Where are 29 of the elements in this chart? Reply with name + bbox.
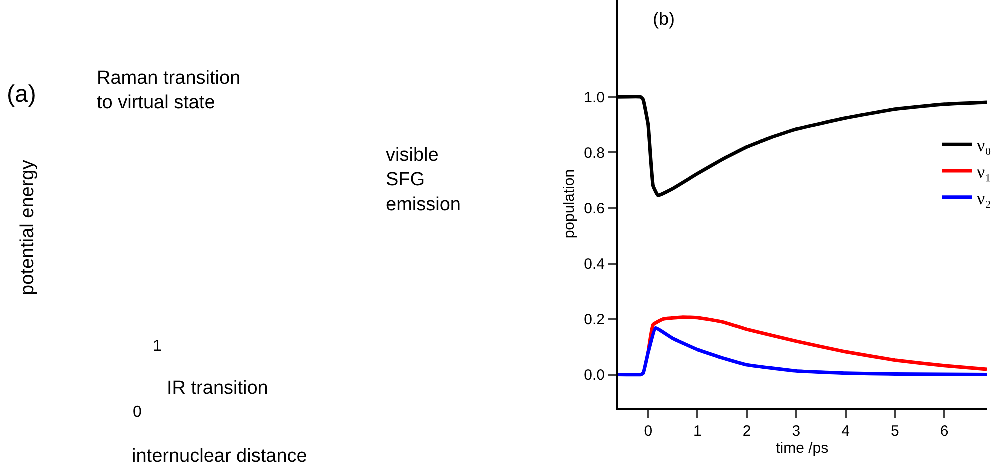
x-tick-label: 4 (842, 422, 850, 440)
y-tick-label: 0.0 (584, 367, 606, 384)
y-tick-label: 0.8 (584, 144, 606, 162)
text: internuclear distance (132, 446, 308, 467)
text: 1 (153, 338, 162, 355)
text: (b) (653, 9, 675, 29)
y-axis-title: population (560, 169, 578, 239)
text: 0 (133, 404, 142, 421)
y-tick-label: 0.2 (584, 312, 606, 329)
line-series (618, 326, 988, 377)
x-tick-label: 5 (891, 422, 900, 440)
x-tick-label: 1 (694, 422, 702, 440)
x-tick-label: 3 (792, 422, 801, 440)
x-tick-label: 0 (644, 422, 653, 440)
x-tick-label: 2 (742, 422, 752, 440)
text: visible SFG emission (386, 145, 461, 216)
y-tick-label: 1.0 (584, 89, 606, 106)
x-axis-title: time /ps (776, 440, 829, 457)
x-tick-label: 6 (940, 422, 949, 440)
legend-label: ν₂ (977, 188, 992, 208)
y-tick-label: 0.4 (584, 256, 606, 273)
legend-label: ν₀ (977, 136, 992, 156)
y-tick-label: 0.6 (584, 200, 606, 218)
legend-label: ν₁ (977, 162, 992, 182)
text: potential energy (17, 160, 38, 296)
text: (a) (7, 81, 36, 108)
text: IR transition (167, 378, 268, 399)
text: Raman transition to virtual state (97, 68, 241, 114)
line-series (646, 316, 988, 372)
